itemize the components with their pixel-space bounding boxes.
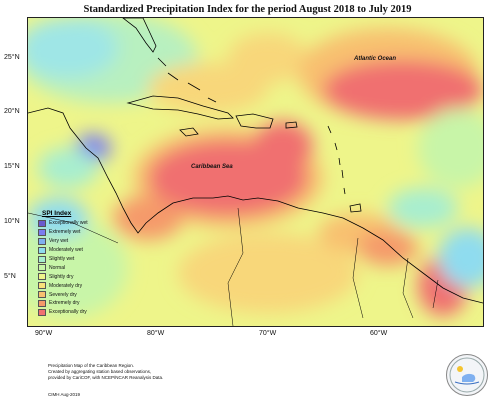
legend-label: Exceptionally dry — [49, 309, 87, 316]
legend-label: Severely dry — [49, 291, 77, 298]
atlantic-ocean-label: Atlantic Ocean — [354, 56, 397, 62]
legend-swatch — [38, 299, 46, 307]
legend-label: Normal — [49, 264, 66, 271]
map-credit: Precipitation Map of the Caribbean Regio… — [48, 363, 163, 381]
legend-title: SPI Index — [42, 210, 72, 217]
legend-label: Exceptionally wet — [49, 220, 88, 227]
credit-line-2: Created by aggregating station based obs… — [48, 369, 152, 374]
caribbean-sea-label: Caribbean Sea — [191, 164, 233, 170]
legend-item: Very wet — [38, 237, 108, 246]
legend-item: Normal — [38, 263, 108, 272]
legend-item: Slightly dry — [38, 272, 108, 281]
legend-label: Moderately dry — [49, 282, 83, 289]
lat-tick-15n: 15°N — [4, 163, 20, 170]
legend-swatch — [38, 228, 46, 236]
logo-graphic — [449, 357, 485, 393]
legend-label: Moderately wet — [49, 247, 83, 254]
legend-item: Exceptionally dry — [38, 308, 108, 317]
legend-rows: Exceptionally wet Extremely wet Very wet Mo… — [38, 219, 108, 317]
map-title: Standardized Precipitation Index for the… — [83, 4, 412, 15]
spi-map: Atlantic Ocean Caribbean Sea — [27, 17, 484, 327]
legend-item: Slightly wet — [38, 255, 108, 264]
legend-swatch — [38, 282, 46, 290]
legend-swatch — [38, 246, 46, 254]
legend-swatch — [38, 255, 46, 263]
spi-map-canvas — [28, 18, 483, 326]
legend-swatch — [38, 237, 46, 245]
legend-item: Severely dry — [38, 290, 108, 299]
credit-line-3: provided by CariCOF, with NCEP/NCAR Rean… — [48, 375, 164, 380]
cimh-logo — [446, 354, 488, 396]
credit-line-4: CIMH Aug-2019 — [48, 392, 81, 397]
legend-swatch — [38, 291, 46, 299]
lon-tick-70w: 70°W — [259, 330, 277, 337]
lon-tick-60w: 60°W — [370, 330, 388, 337]
legend-swatch — [38, 219, 46, 227]
lat-tick-25n: 25°N — [4, 54, 20, 61]
lon-tick-90w: 90°W — [35, 330, 53, 337]
legend-swatch — [38, 308, 46, 316]
legend-item: Exceptionally wet — [38, 219, 108, 228]
legend-item: Extremely dry — [38, 299, 108, 308]
legend-label: Slightly wet — [49, 256, 75, 262]
legend-swatch — [38, 273, 46, 281]
legend-item: Moderately wet — [38, 246, 108, 255]
legend-label: Extremely dry — [49, 300, 80, 307]
legend-label: Slightly dry — [49, 273, 74, 280]
lon-tick-80w: 80°W — [147, 330, 165, 337]
legend-item: Extremely wet — [38, 228, 108, 237]
legend-item: Moderately dry — [38, 281, 108, 290]
coastlines — [28, 18, 483, 304]
legend-label: Extremely wet — [49, 229, 81, 236]
borders — [28, 207, 439, 326]
lat-tick-10n: 10°N — [4, 218, 20, 225]
legend-label: Very wet — [49, 238, 69, 245]
lat-tick-5n: 5°N — [4, 273, 16, 280]
spi-legend: SPI Index Exceptionally wet Extremely wet… — [38, 210, 108, 317]
lat-tick-20n: 20°N — [4, 108, 20, 115]
legend-swatch — [38, 264, 46, 272]
credit-line-1: Precipitation Map of the Caribbean Regio… — [48, 363, 135, 368]
spi-field — [28, 18, 483, 318]
